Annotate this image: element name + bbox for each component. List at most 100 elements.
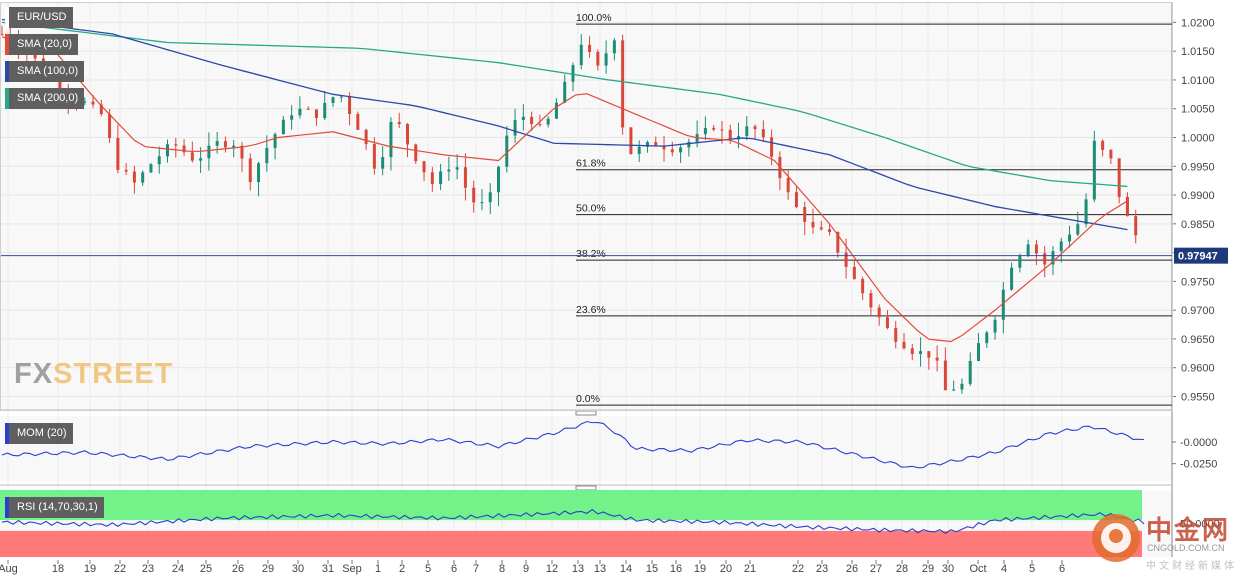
candle-body (604, 53, 608, 66)
candle-body (571, 65, 575, 82)
candle-body (803, 207, 807, 222)
candle-body (745, 126, 749, 137)
time-tick-label: 22 (114, 563, 126, 575)
candle-body (339, 96, 343, 98)
candle-body (976, 343, 980, 361)
candle-body (1109, 149, 1113, 159)
candle-body (794, 192, 798, 208)
candle-body (116, 138, 120, 170)
candle-body (124, 169, 128, 172)
candle-body (447, 169, 451, 172)
candle-body (530, 116, 534, 125)
time-tick-label: 29 (262, 563, 274, 575)
candle-body (861, 278, 865, 294)
candle-body (166, 144, 170, 157)
candle-body (389, 122, 393, 158)
candle-body (405, 124, 409, 145)
candle-body (1125, 196, 1129, 217)
candle-body (1076, 224, 1080, 235)
time-tick-label: 19 (84, 563, 96, 575)
time-tick-label: 6 (1059, 563, 1065, 575)
rsi-oversold-zone (0, 530, 1142, 557)
candle-body (439, 171, 443, 185)
candle-body (679, 147, 683, 153)
candle-body (811, 221, 815, 228)
candle-body (281, 119, 285, 135)
time-tick-label: 26 (846, 563, 858, 575)
candle-body (108, 114, 112, 139)
last-price-value: 0.97947 (1178, 251, 1218, 263)
legend-sma200: SMA (200,0) (5, 88, 85, 109)
candle-body (1051, 251, 1055, 265)
fib-label: 100.0% (576, 12, 612, 24)
candle-body (1134, 216, 1138, 236)
time-tick-label: 25 (200, 563, 212, 575)
candle-body (1043, 253, 1047, 265)
candle-body (612, 40, 616, 54)
time-tick-label: 30 (942, 563, 954, 575)
candle-body (943, 360, 947, 391)
time-tick-label: 27 (870, 563, 882, 575)
candle-body (455, 167, 459, 170)
sma20-line (1, 36, 1128, 343)
time-tick-label: 9 (523, 563, 529, 575)
time-tick-label: 6 (451, 563, 457, 575)
candle-body (207, 145, 211, 159)
time-tick-label: 26 (232, 563, 244, 575)
time-tick-label: 20 (720, 563, 732, 575)
momentum-line (1, 421, 1145, 469)
time-tick-label: 23 (142, 563, 154, 575)
candle-body (83, 101, 87, 103)
sma20-swatch (5, 34, 9, 55)
legend-symbol-label: EUR/USD (17, 11, 67, 23)
time-tick-label: 2 (399, 563, 405, 575)
time-tick-label: 23 (816, 563, 828, 575)
time-tick-label: Oct (969, 563, 986, 575)
candle-body (480, 202, 484, 204)
candle-body (190, 152, 194, 161)
candle-body (960, 383, 964, 390)
candle-body (712, 127, 716, 130)
candle-body (1101, 140, 1105, 150)
time-tick-label: 31 (322, 563, 334, 575)
candle-body (538, 124, 542, 126)
rsi-tick-label: 50.0000 (1180, 519, 1220, 531)
candle-body (546, 118, 550, 125)
candle-body (753, 126, 757, 130)
candle-body (430, 172, 434, 185)
candle-body (199, 158, 203, 161)
candle-body (637, 146, 641, 154)
candle-body (554, 102, 558, 119)
candle-body (33, 54, 37, 59)
candle-body (579, 44, 583, 66)
candle-body (1092, 140, 1096, 200)
time-tick-label: 5 (425, 563, 431, 575)
candle-body (488, 192, 492, 203)
fxstreet-watermark: FXSTREET (14, 358, 173, 391)
candle-body (182, 145, 186, 153)
fib-label: 0.0% (576, 393, 600, 405)
candle-body (993, 319, 997, 333)
candle-body (257, 163, 261, 183)
candle-body (298, 108, 302, 116)
candle-body (497, 166, 501, 193)
candle-body (877, 307, 881, 318)
legend-sma20-label: SMA (20,0) (17, 38, 73, 50)
symbol-swatch (5, 7, 9, 28)
sma200-swatch (5, 88, 9, 109)
candle-body (770, 137, 774, 157)
time-tick-label: Sep (342, 563, 362, 575)
fib-label: 38.2% (576, 248, 606, 260)
sma100-line (1, 18, 1128, 231)
candle-body (819, 227, 823, 230)
candle-body (513, 119, 517, 136)
legend-symbol: EUR/USD (5, 7, 73, 28)
time-tick-label: 5 (1029, 563, 1035, 575)
candle-body (654, 142, 658, 147)
mom-tick-label: -0.0000 (1180, 437, 1217, 449)
mom-tick-label: -0.0250 (1180, 459, 1217, 471)
candle-body (422, 161, 426, 173)
candle-body (132, 171, 136, 183)
time-tick-label: 4 (1001, 563, 1007, 575)
